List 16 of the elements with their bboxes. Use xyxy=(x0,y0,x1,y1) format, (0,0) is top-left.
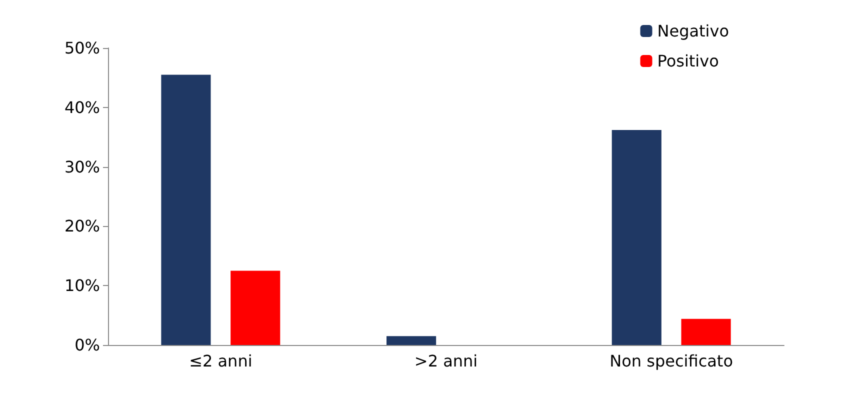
y-tick-label: 40% xyxy=(64,98,100,117)
legend-label: Negativo xyxy=(657,22,729,40)
bar xyxy=(612,130,662,345)
bar xyxy=(161,74,211,345)
y-tick-label: 20% xyxy=(64,216,100,236)
x-tick-label: ≤2 anni xyxy=(189,352,252,370)
bar xyxy=(681,318,731,345)
bar xyxy=(386,336,436,345)
y-tick-label: 0% xyxy=(74,336,100,354)
y-tick-label: 30% xyxy=(64,157,100,176)
y-tick-label: 10% xyxy=(64,276,100,296)
legend-label: Positivo xyxy=(657,52,719,70)
bar xyxy=(230,270,280,345)
y-tick-label: 50% xyxy=(64,38,100,58)
x-tick-label: Non specificato xyxy=(610,352,733,370)
x-tick-label: >2 anni xyxy=(414,352,478,370)
